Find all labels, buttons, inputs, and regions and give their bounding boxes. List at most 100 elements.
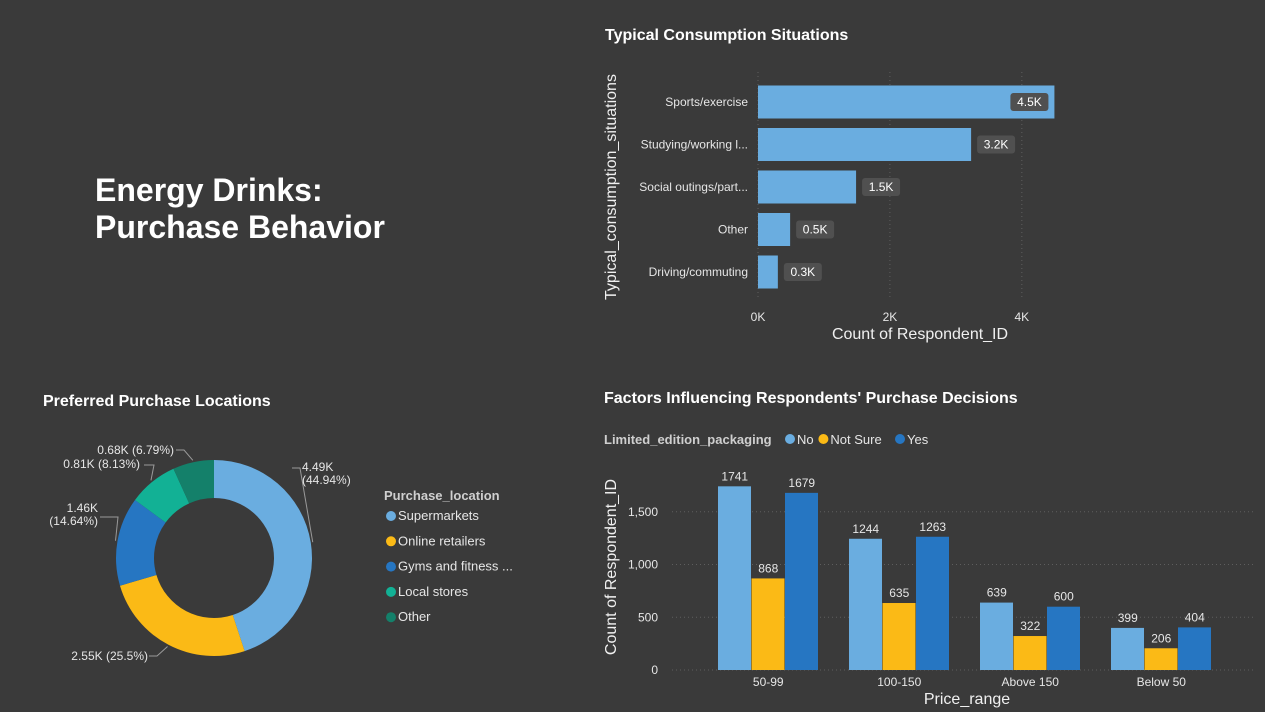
factors-x-tick-label: Below 50 — [1137, 675, 1187, 689]
donut-data-label: 2.55K (25.5%) — [71, 649, 148, 663]
factors-y-tick-label: 1,000 — [628, 558, 658, 572]
locations-legend-item[interactable]: Supermarkets — [398, 508, 479, 523]
dashboard-title: Energy Drinks: Purchase Behavior — [95, 172, 385, 246]
factors-y-axis-title: Count of Respondent_ID — [603, 479, 620, 655]
donut-slice[interactable] — [135, 468, 190, 523]
locations-donut-chart[interactable]: 4.49K(44.94%) 2.55K (25.5%) 1.46K(14.64%) 0… — [30, 430, 550, 680]
factors-bar[interactable] — [1111, 627, 1144, 670]
factors-data-label: 635 — [889, 586, 909, 600]
factors-legend-item[interactable]: Yes — [907, 432, 929, 447]
locations-legend-item[interactable]: Gyms and fitness ... — [398, 559, 513, 574]
factors-bar[interactable] — [1178, 627, 1211, 670]
locations-legend-marker — [386, 511, 396, 521]
donut-data-label: (44.94%) — [302, 473, 351, 487]
consumption-category-label: Social outings/part... — [639, 180, 748, 194]
consumption-bar[interactable] — [758, 170, 857, 204]
donut-data-label: 4.49K — [302, 460, 333, 474]
consumption-data-label-box — [783, 263, 822, 281]
factors-bar[interactable] — [785, 492, 818, 670]
factors-data-label: 1679 — [788, 476, 815, 490]
factors-x-axis-title: Price_range — [924, 691, 1010, 708]
factors-bar[interactable] — [916, 536, 949, 670]
factors-bar[interactable] — [980, 602, 1013, 670]
factors-x-tick-label: Above 150 — [1002, 675, 1060, 689]
donut-slice[interactable] — [116, 499, 166, 586]
donut-data-label: 0.81K (8.13%) — [63, 457, 140, 471]
locations-legend-item[interactable]: Online retailers — [398, 533, 486, 548]
consumption-y-axis-title: Typical_consumption_situations — [603, 74, 620, 300]
donut-data-label: (14.64%) — [49, 514, 98, 528]
factors-data-label: 1263 — [919, 520, 946, 534]
locations-legend-marker — [386, 612, 396, 623]
consumption-category-label: Sports/exercise — [665, 95, 748, 109]
factors-data-label: 868 — [758, 561, 778, 575]
factors-data-label: 404 — [1185, 610, 1205, 624]
factors-legend-item[interactable]: No — [797, 432, 814, 447]
consumption-bar[interactable] — [758, 128, 972, 161]
donut-slice[interactable] — [173, 460, 214, 504]
factors-bar[interactable] — [849, 538, 882, 670]
factors-data-label: 1741 — [721, 469, 748, 483]
donut-data-label: 1.46K — [67, 501, 98, 515]
factors-bar[interactable] — [1047, 606, 1080, 670]
factors-data-label: 1244 — [852, 522, 879, 536]
factors-y-tick-label: 1,500 — [628, 505, 658, 519]
factors-y-tick-label: 500 — [638, 610, 658, 624]
consumption-x-axis-title: Count of Respondent_ID — [832, 326, 1008, 343]
locations-legend-marker — [386, 536, 396, 547]
donut-leader-line — [100, 516, 119, 541]
locations-legend-item[interactable]: Other — [398, 609, 431, 624]
locations-chart-title: Preferred Purchase Locations — [43, 393, 271, 410]
donut-slice[interactable] — [214, 460, 312, 652]
consumption-data-label-box — [796, 220, 835, 239]
consumption-data-label: 4.5K — [1017, 95, 1042, 109]
factors-legend-marker — [895, 434, 905, 444]
consumption-chart-title: Typical Consumption Situations — [605, 27, 849, 44]
donut-leader-line — [292, 467, 314, 543]
consumption-data-label: 3.2K — [984, 138, 1009, 152]
factors-chart-title: Factors Influencing Respondents' Purchas… — [604, 390, 1018, 407]
consumption-data-label: 1.5K — [869, 180, 894, 194]
factors-bar[interactable] — [1144, 648, 1178, 670]
consumption-bar[interactable] — [758, 255, 778, 289]
consumption-bar[interactable] — [758, 213, 791, 246]
factors-legend-item[interactable]: Not Sure — [830, 432, 881, 447]
factors-data-label: 600 — [1054, 590, 1074, 604]
factors-x-tick-label: 100-150 — [877, 675, 921, 689]
factors-legend-title: Limited_edition_packaging — [604, 432, 772, 447]
consumption-x-tick-label: 0K — [751, 310, 766, 324]
consumption-category-label: Studying/working l... — [641, 138, 748, 152]
locations-legend-marker — [386, 561, 396, 572]
factors-bar[interactable] — [882, 603, 916, 670]
consumption-category-label: Other — [718, 223, 748, 237]
factors-data-label: 206 — [1151, 631, 1171, 645]
consumption-data-label-box — [977, 135, 1016, 154]
donut-leader-line — [144, 464, 155, 481]
factors-bar[interactable] — [718, 486, 751, 670]
factors-legend-marker — [818, 434, 829, 444]
consumption-x-tick-label: 4K — [1014, 310, 1029, 324]
factors-bar[interactable] — [1013, 636, 1047, 670]
factors-data-label: 399 — [1118, 611, 1138, 625]
consumption-bar-chart[interactable]: 0K 2K 4K Sports/exercise 4.5K Studying/workin… — [600, 60, 1070, 350]
donut-slice[interactable] — [119, 574, 245, 656]
factors-bar[interactable] — [751, 578, 785, 670]
locations-legend-item[interactable]: Local stores — [398, 584, 469, 599]
dashboard-title-line1: Energy Drinks: — [95, 172, 323, 208]
factors-y-tick-label: 0 — [651, 663, 658, 677]
consumption-data-label: 0.5K — [803, 223, 828, 237]
consumption-data-label: 0.3K — [791, 265, 816, 279]
factors-data-label: 639 — [987, 586, 1007, 600]
locations-legend-marker — [386, 586, 396, 597]
consumption-x-tick-label: 2K — [883, 310, 898, 324]
donut-leader-line — [176, 449, 194, 461]
dashboard-title-line2: Purchase Behavior — [95, 209, 385, 245]
consumption-data-label-box — [1010, 93, 1049, 111]
factors-clustered-bar-chart[interactable]: Limited_edition_packaging No Not Sure Yes 0 5… — [600, 425, 1260, 710]
donut-leader-line — [149, 646, 168, 657]
consumption-data-label-box — [862, 178, 901, 196]
consumption-category-label: Driving/commuting — [649, 265, 748, 279]
locations-legend-title: Purchase_location — [384, 488, 500, 503]
consumption-bar[interactable] — [758, 85, 1055, 119]
factors-x-tick-label: 50-99 — [753, 675, 784, 689]
